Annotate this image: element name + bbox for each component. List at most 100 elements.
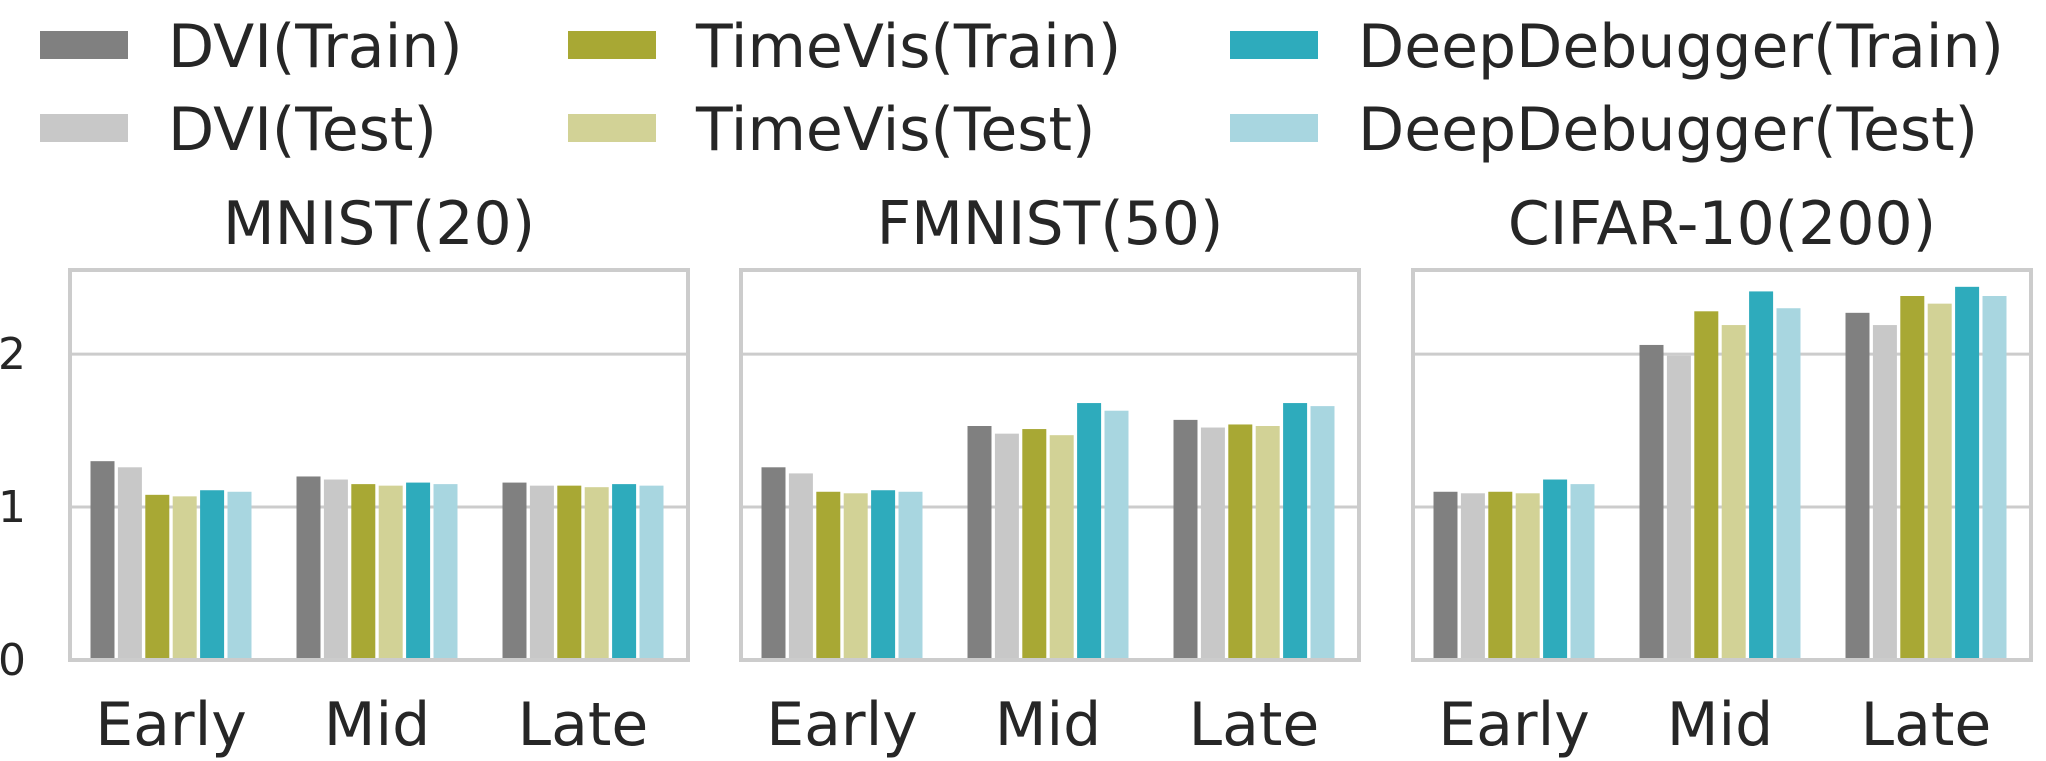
bar-deepdebugger-train-early: [200, 490, 225, 660]
bar-dvi-train-early: [90, 461, 115, 660]
bar-timevis-test-early: [1515, 493, 1540, 660]
bar-deepdebugger-test-early: [227, 491, 252, 660]
bar-dvi-train-late: [1173, 419, 1198, 660]
panel-title: FMNIST(50): [877, 189, 1224, 259]
bar-dvi-test-early: [117, 467, 142, 660]
bar-deepdebugger-test-mid: [1104, 410, 1129, 660]
bar-deepdebugger-test-late: [639, 485, 664, 660]
panel-frame: [68, 268, 690, 662]
bar-dvi-test-mid: [994, 433, 1019, 660]
panel-fmnist: FMNIST(50) Early Mid Late: [739, 189, 1361, 760]
legend-swatch: [40, 31, 128, 59]
bar-deepdebugger-test-late: [1310, 406, 1335, 660]
x-tick-label-early: Early: [1438, 690, 1590, 760]
bar-timevis-train-late: [557, 485, 582, 660]
x-tick-label-late: Late: [1861, 690, 1992, 760]
legend-swatch: [568, 31, 656, 59]
bar-dvi-train-mid: [967, 426, 992, 660]
bar-dvi-train-mid: [296, 476, 321, 660]
x-tick-label-late: Late: [1189, 690, 1320, 760]
x-tick-label-mid: Mid: [995, 690, 1102, 760]
bar-group-mid: Mid: [1639, 291, 1801, 760]
legend-entry-deepdebugger-test: DeepDebugger(Test): [1230, 95, 1978, 165]
legend: DVI(Train) DVI(Test) TimeVis(Train) TimeVis…: [40, 12, 2004, 165]
bar-deepdebugger-train-mid: [1077, 403, 1102, 660]
x-tick-label-late: Late: [518, 690, 649, 760]
bar-deepdebugger-test-mid: [433, 484, 458, 660]
bar-timevis-test-early: [843, 493, 868, 660]
bar-dvi-test-early: [1460, 493, 1485, 660]
y-tick-label-1: 1: [0, 482, 26, 533]
bar-timevis-train-mid: [1022, 429, 1047, 660]
bar-deepdebugger-train-late: [1283, 403, 1308, 660]
bar-group-late: Late: [1845, 286, 2007, 760]
bar-timevis-test-mid: [1721, 325, 1746, 660]
bar-group-early: Early: [761, 467, 923, 760]
bar-timevis-train-mid: [1694, 311, 1719, 660]
panel-title: MNIST(20): [223, 189, 535, 259]
y-tick-label-2: 2: [0, 329, 26, 380]
bar-timevis-train-mid: [351, 484, 376, 660]
legend-swatch: [1230, 31, 1318, 59]
bar-group-mid: Mid: [296, 476, 458, 760]
bar-timevis-test-late: [584, 487, 609, 660]
legend-entry-timevis-test: TimeVis(Test): [568, 95, 1095, 165]
bar-deepdebugger-train-late: [612, 484, 637, 660]
panel-mnist: MNIST(20) Early Mid Late: [68, 189, 690, 760]
x-tick-label-early: Early: [95, 690, 247, 760]
y-axis: 0 1 2: [0, 329, 26, 686]
bar-group-late: Late: [502, 482, 664, 760]
panel-title: CIFAR-10(200): [1508, 189, 1936, 259]
x-tick-label-mid: Mid: [1667, 690, 1774, 760]
legend-label: DVI(Train): [168, 12, 463, 82]
bar-timevis-test-mid: [378, 485, 403, 660]
legend-swatch: [568, 114, 656, 142]
bar-dvi-train-early: [1433, 491, 1458, 660]
bar-dvi-test-late: [1200, 427, 1225, 660]
bar-timevis-train-late: [1900, 296, 1925, 660]
bar-dvi-train-late: [502, 482, 527, 660]
bar-timevis-train-late: [1228, 424, 1253, 660]
bar-deepdebugger-train-late: [1955, 286, 1980, 660]
bar-deepdebugger-test-early: [1570, 484, 1595, 660]
bar-deepdebugger-train-early: [1543, 479, 1568, 660]
legend-label: TimeVis(Test): [695, 95, 1095, 165]
bar-group-late: Late: [1173, 403, 1335, 760]
bar-dvi-train-mid: [1639, 344, 1664, 660]
x-tick-label-mid: Mid: [324, 690, 431, 760]
bar-deepdebugger-train-mid: [406, 482, 431, 660]
bar-timevis-train-early: [145, 494, 170, 660]
legend-entry-deepdebugger-train: DeepDebugger(Train): [1230, 12, 2004, 82]
bar-dvi-train-late: [1845, 312, 1870, 660]
bar-timevis-test-mid: [1049, 435, 1074, 660]
bar-deepdebugger-test-early: [898, 491, 923, 660]
legend-swatch: [1230, 114, 1318, 142]
legend-entry-dvi-train: DVI(Train): [40, 12, 463, 82]
legend-entry-timevis-train: TimeVis(Train): [568, 12, 1121, 82]
bar-group-early: Early: [90, 461, 252, 760]
bar-timevis-test-early: [172, 496, 197, 660]
panel-cifar10: CIFAR-10(200) Early Mid Late: [1411, 189, 2033, 760]
bar-group-early: Early: [1433, 479, 1595, 760]
bar-group-mid: Mid: [967, 403, 1129, 760]
bar-dvi-train-early: [761, 467, 786, 660]
y-tick-label-0: 0: [0, 635, 26, 686]
bar-dvi-test-mid: [1666, 355, 1691, 660]
legend-label: DeepDebugger(Train): [1358, 12, 2004, 82]
bar-dvi-test-mid: [323, 479, 348, 660]
bar-deepdebugger-test-late: [1982, 296, 2007, 660]
bar-dvi-test-late: [529, 485, 554, 660]
legend-label: DeepDebugger(Test): [1358, 95, 1978, 165]
panel-frame: [739, 268, 1361, 662]
x-tick-label-early: Early: [766, 690, 918, 760]
legend-entry-dvi-test: DVI(Test): [40, 95, 437, 165]
bar-timevis-test-late: [1927, 303, 1952, 660]
panel-frame: [1411, 268, 2033, 662]
bar-deepdebugger-test-mid: [1776, 308, 1801, 660]
bar-dvi-test-late: [1872, 325, 1897, 660]
legend-label: TimeVis(Train): [695, 12, 1121, 82]
bar-timevis-test-late: [1255, 426, 1280, 660]
bar-timevis-train-early: [1488, 491, 1513, 660]
bar-timevis-train-early: [816, 491, 841, 660]
